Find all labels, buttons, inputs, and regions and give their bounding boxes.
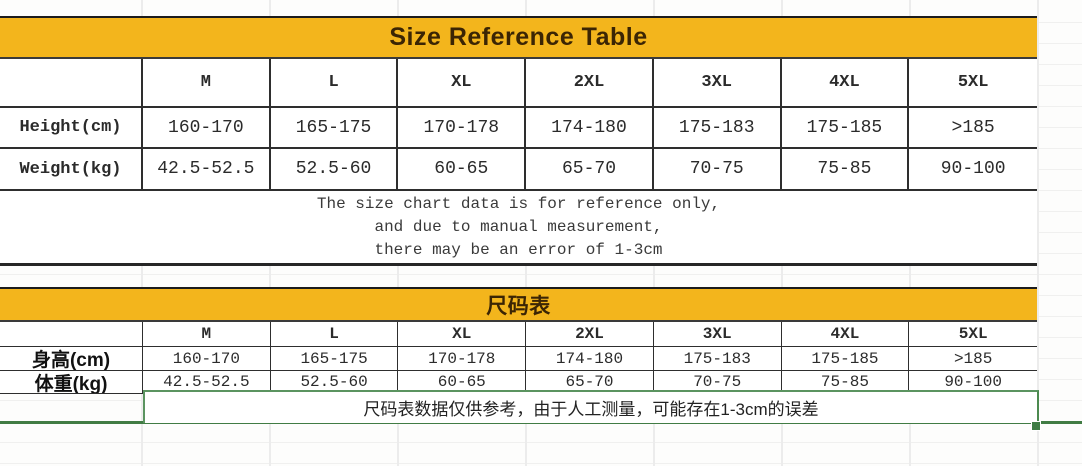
note-line: The size chart data is for reference onl… [316, 194, 721, 213]
chinese-table-title-banner: 尺码表 [0, 287, 1037, 322]
table-cell: 160-170 [143, 108, 271, 149]
corner-cell [0, 322, 143, 347]
table-cell: 174-180 [526, 108, 654, 149]
table-cell: 75-85 [781, 371, 910, 394]
column-header-3xl: 3XL [653, 322, 782, 347]
row-label: Height(cm) [0, 108, 143, 149]
chinese-table-title: 尺码表 [486, 294, 551, 318]
size-table-title: Size Reference Table [389, 23, 648, 51]
note-line: there may be an error of 1-3cm [374, 240, 663, 259]
row-label: 体重(kg) [0, 371, 143, 394]
row-label: Weight(kg) [0, 149, 143, 191]
column-header-4xl: 4XL [781, 59, 910, 108]
table-cell: 60-65 [398, 149, 527, 191]
column-header-4xl: 4XL [781, 322, 910, 347]
column-header-l: L [270, 59, 399, 108]
table-cell: >185 [909, 347, 1037, 371]
column-header-xl: XL [398, 59, 527, 108]
table-cell: 42.5-52.5 [143, 149, 271, 191]
table-cell: 175-185 [781, 108, 910, 149]
chinese-table-grid: M L XL 2XL 3XL 4XL 5XL 身高(cm) 160-170 165-175 170-… [0, 322, 1037, 394]
column-header-5xl: 5XL [909, 322, 1037, 347]
table-cell: 70-75 [653, 149, 782, 191]
chinese-note-text: 尺码表数据仅供参考，由于人工测量，可能存在1-3cm的误差 [363, 400, 819, 419]
table-cell: 52.5-60 [270, 149, 399, 191]
table-cell: 165-175 [270, 347, 399, 371]
selection-fill-handle[interactable] [1031, 421, 1041, 431]
table-cell: 174-180 [526, 347, 654, 371]
column-header-m: M [143, 322, 271, 347]
table-cell: 65-70 [526, 371, 654, 394]
table-cell: 175-183 [653, 347, 782, 371]
size-table-chinese: 尺码表 M L XL 2XL 3XL 4XL 5XL 身高(cm) 160-170 165-175… [0, 287, 1037, 394]
column-header-3xl: 3XL [653, 59, 782, 108]
corner-cell [0, 59, 143, 108]
table-cell: 175-183 [653, 108, 782, 149]
table-cell: 175-185 [781, 347, 910, 371]
row-label: 身高(cm) [0, 347, 143, 371]
table-cell: 90-100 [909, 149, 1037, 191]
column-header-xl: XL [398, 322, 527, 347]
table-cell: 170-178 [398, 108, 527, 149]
column-header-l: L [270, 322, 399, 347]
table-cell: 170-178 [398, 347, 527, 371]
size-table-note: The size chart data is for reference onl… [0, 191, 1037, 266]
table-cell: 90-100 [909, 371, 1037, 394]
table-cell: 65-70 [526, 149, 654, 191]
size-table-title-banner: Size Reference Table [0, 16, 1037, 59]
size-reference-table: Size Reference Table M L XL 2XL 3XL 4XL 5XL Hei… [0, 16, 1037, 266]
column-header-2xl: 2XL [526, 59, 654, 108]
size-table-grid: M L XL 2XL 3XL 4XL 5XL Height(cm) 160-170 165-175… [0, 59, 1037, 191]
selection-box[interactable]: 尺码表数据仅供参考，由于人工测量，可能存在1-3cm的误差 [143, 390, 1041, 431]
column-header-5xl: 5XL [909, 59, 1037, 108]
table-cell: >185 [909, 108, 1037, 149]
column-header-m: M [143, 59, 271, 108]
table-cell: 165-175 [270, 108, 399, 149]
column-header-2xl: 2XL [526, 322, 654, 347]
table-cell: 75-85 [781, 149, 910, 191]
note-line: and due to manual measurement, [374, 217, 663, 236]
table-cell: 160-170 [143, 347, 271, 371]
